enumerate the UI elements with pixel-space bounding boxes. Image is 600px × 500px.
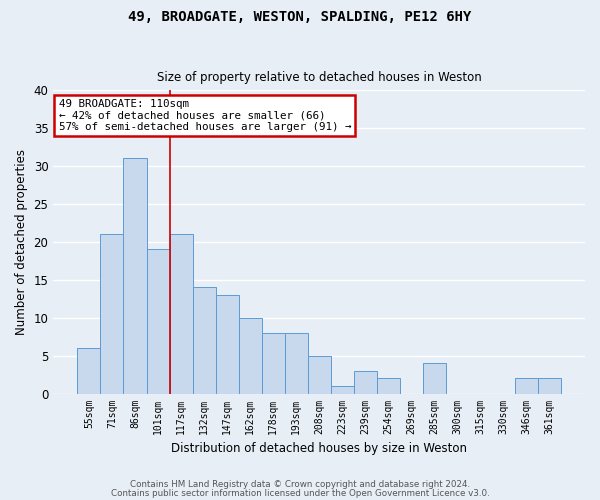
Bar [331, 386, 353, 394]
Bar [100, 234, 124, 394]
Bar [515, 378, 538, 394]
Text: Contains public sector information licensed under the Open Government Licence v3: Contains public sector information licen… [110, 489, 490, 498]
Bar [239, 318, 262, 394]
Y-axis label: Number of detached properties: Number of detached properties [15, 148, 28, 334]
Bar [262, 333, 284, 394]
Bar [77, 348, 100, 394]
Bar [124, 158, 146, 394]
Bar [377, 378, 400, 394]
Bar [353, 371, 377, 394]
Bar [215, 295, 239, 394]
Bar [193, 288, 215, 394]
Title: Size of property relative to detached houses in Weston: Size of property relative to detached ho… [157, 72, 482, 85]
Bar [308, 356, 331, 394]
Bar [284, 333, 308, 394]
X-axis label: Distribution of detached houses by size in Weston: Distribution of detached houses by size … [171, 442, 467, 455]
Text: Contains HM Land Registry data © Crown copyright and database right 2024.: Contains HM Land Registry data © Crown c… [130, 480, 470, 489]
Bar [538, 378, 561, 394]
Bar [170, 234, 193, 394]
Bar [423, 363, 446, 394]
Text: 49 BROADGATE: 110sqm
← 42% of detached houses are smaller (66)
57% of semi-detac: 49 BROADGATE: 110sqm ← 42% of detached h… [59, 99, 351, 132]
Bar [146, 250, 170, 394]
Text: 49, BROADGATE, WESTON, SPALDING, PE12 6HY: 49, BROADGATE, WESTON, SPALDING, PE12 6H… [128, 10, 472, 24]
